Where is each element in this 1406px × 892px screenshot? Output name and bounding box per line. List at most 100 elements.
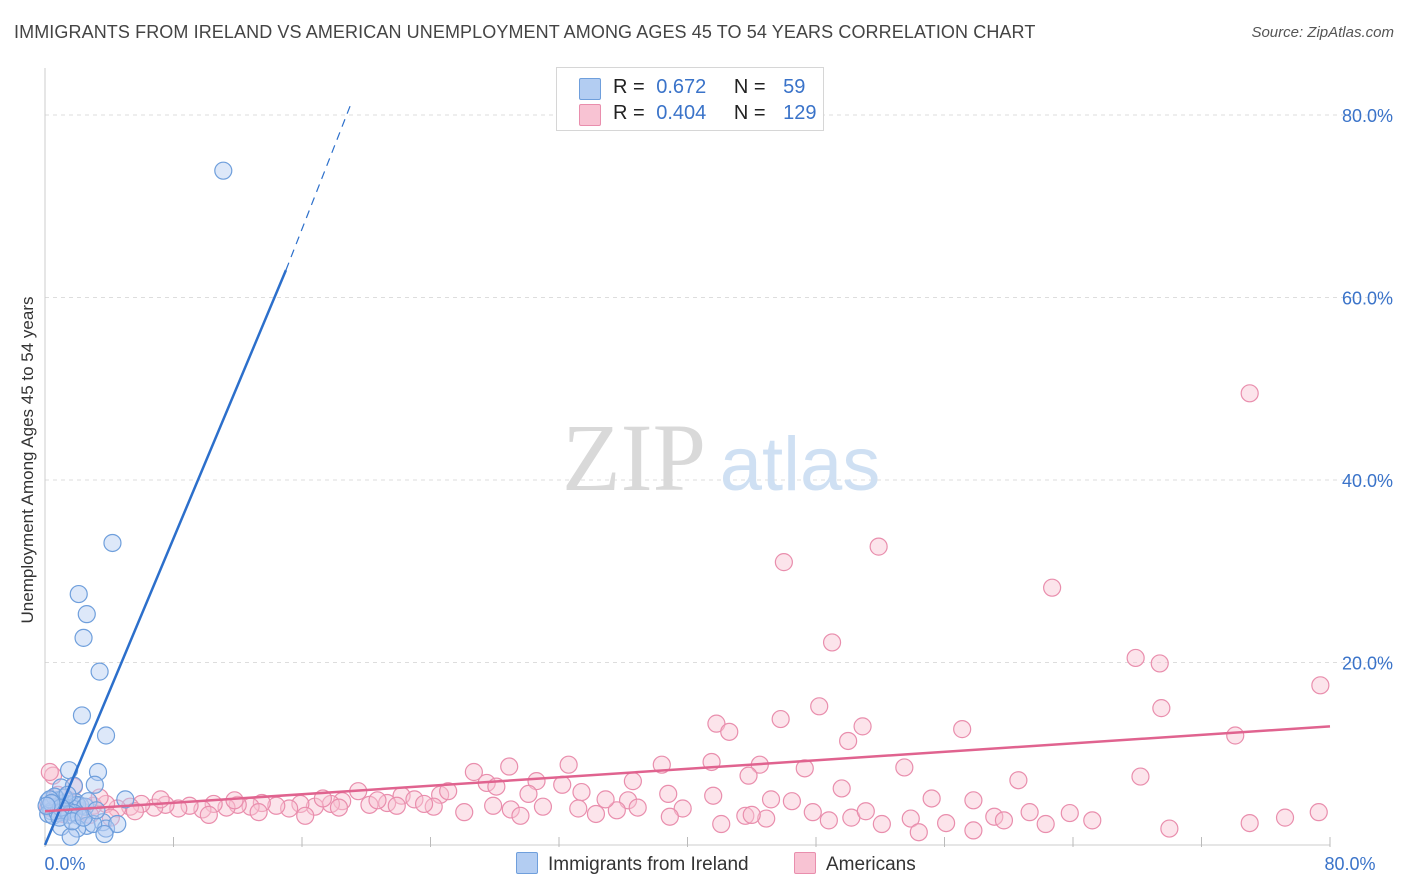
ireland-point	[61, 827, 80, 846]
americans-n-value: 129	[783, 102, 817, 124]
americans-point	[994, 811, 1014, 830]
americans-point	[803, 803, 822, 822]
americans-point	[673, 799, 692, 818]
americans-point	[659, 784, 678, 804]
americans-point	[832, 779, 851, 798]
americans-n-label: N =	[733, 102, 766, 124]
americans-point	[782, 792, 802, 811]
trend-lines	[43, 105, 1331, 846]
ireland-point	[63, 812, 82, 831]
americans-point	[853, 717, 872, 736]
americans-point	[329, 798, 349, 817]
americans-point	[125, 802, 145, 821]
americans-point	[712, 814, 731, 834]
ireland-point	[103, 533, 122, 553]
americans-point	[628, 798, 647, 817]
americans-point	[937, 813, 956, 833]
americans-point	[533, 797, 553, 816]
americans-point	[1240, 384, 1259, 403]
americans-point	[1036, 814, 1055, 834]
americans-point	[596, 790, 615, 809]
americans-trend-line	[44, 725, 1331, 813]
americans-point	[1150, 654, 1169, 673]
ireland-point	[77, 605, 96, 624]
y-tick-label: 40.0%	[1342, 471, 1393, 491]
americans-point	[1131, 767, 1150, 786]
americans-point	[872, 814, 891, 834]
ireland-point	[72, 706, 92, 725]
ireland-points	[37, 161, 233, 846]
americans-point	[40, 762, 59, 782]
americans-point	[405, 790, 424, 809]
americans-point	[720, 722, 739, 741]
americans-point	[771, 709, 790, 729]
americans-point	[742, 805, 761, 824]
americans-point	[856, 802, 875, 821]
americans-point	[1126, 648, 1145, 668]
americans-point	[559, 755, 578, 774]
americans-r-value: 0.404	[656, 102, 707, 124]
ireland-swatch	[579, 78, 601, 100]
americans-point	[623, 772, 642, 791]
americans-point	[500, 757, 519, 776]
series-legend: Immigrants from Ireland Americans	[0, 852, 1406, 878]
correlation-legend: R = 0.672 N = 59 R = 0.404 N = 129	[556, 67, 824, 131]
americans-legend-label: Americans	[826, 854, 916, 875]
y-tick-label: 20.0%	[1342, 654, 1393, 674]
americans-point	[464, 762, 483, 782]
legend-item-ireland[interactable]: Immigrants from Ireland	[516, 852, 749, 876]
legend-item-americans[interactable]: Americans	[794, 852, 916, 876]
ireland-point	[95, 824, 114, 844]
americans-point	[819, 811, 838, 830]
ireland-point	[96, 726, 116, 745]
ireland-point	[85, 775, 104, 794]
americans-point	[1226, 726, 1245, 745]
americans-point	[607, 801, 626, 820]
americans-point	[739, 766, 758, 785]
americans-point	[553, 775, 572, 794]
americans-point	[761, 790, 781, 809]
ireland-trend-line	[43, 269, 288, 846]
americans-point	[1060, 803, 1079, 823]
ireland-point	[108, 814, 127, 834]
americans-point	[267, 796, 286, 815]
ireland-point	[74, 628, 93, 647]
americans-point	[1009, 771, 1028, 790]
watermark: ZIP atlas	[562, 404, 880, 511]
ireland-legend-label: Immigrants from Ireland	[548, 854, 749, 875]
americans-point	[199, 805, 218, 824]
americans-point	[953, 720, 972, 739]
americans-point	[387, 796, 406, 815]
americans-point	[1020, 803, 1039, 822]
y-axis-label: Unemployment Among Ages 45 to 54 years	[18, 296, 37, 624]
americans-point	[660, 807, 679, 826]
americans-point	[501, 800, 520, 819]
americans-point	[810, 697, 829, 716]
americans-point	[901, 809, 920, 828]
americans-point	[572, 782, 591, 802]
americans-point	[1311, 676, 1330, 695]
x-tick-label: 0.0%	[44, 854, 85, 874]
americans-point	[1275, 808, 1295, 827]
americans-point	[519, 784, 538, 804]
ireland-r-value: 0.672	[656, 76, 707, 98]
ireland-trend-extension	[285, 105, 351, 271]
americans-point	[368, 791, 387, 810]
americans-point	[704, 786, 723, 805]
americans-point	[249, 803, 268, 822]
americans-point	[985, 807, 1004, 826]
americans-point	[757, 809, 776, 828]
americans-point	[1083, 811, 1102, 830]
americans-point	[1043, 578, 1062, 597]
ireland-n-value: 59	[783, 76, 806, 98]
source-credit: Source: ZipAtlas.com	[1251, 24, 1394, 41]
ireland-n-label: N =	[733, 76, 766, 98]
americans-point	[439, 782, 458, 801]
axes	[44, 68, 1331, 847]
americans-point	[511, 806, 530, 825]
americans-point	[1240, 813, 1259, 833]
watermark-zip: ZIP	[562, 404, 706, 511]
americans-point	[964, 791, 983, 810]
americans-point	[736, 806, 755, 825]
